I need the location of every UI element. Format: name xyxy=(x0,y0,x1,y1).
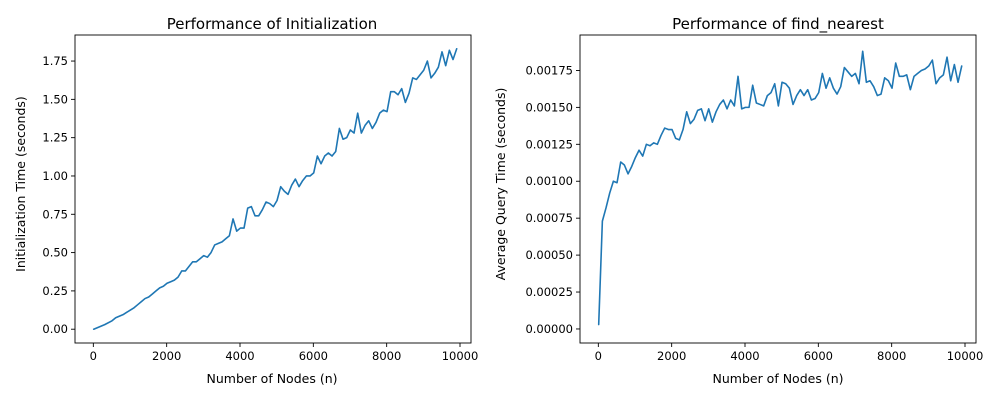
plot-area xyxy=(579,34,977,344)
x-axis-label: Number of Nodes (n) xyxy=(207,371,338,386)
y-axis-label: Initialization Time (seconds) xyxy=(13,96,28,272)
y-tick-label: 0.00025 xyxy=(525,285,573,299)
x-axis-label: Number of Nodes (n) xyxy=(713,371,844,386)
x-tick-label: 10000 xyxy=(947,349,984,363)
x-tick-label: 4000 xyxy=(730,349,759,363)
y-tick-label: 0.50 xyxy=(42,246,68,260)
y-tick-label: 0.00 xyxy=(42,322,68,336)
y-tick-label: 0.00075 xyxy=(525,211,573,225)
x-tick-label: 4000 xyxy=(225,349,254,363)
find-nearest-chart: Performance of find_nearest Number of No… xyxy=(493,15,983,386)
y-tick-label: 0.25 xyxy=(42,284,68,298)
chart-title: Performance of Initialization xyxy=(167,15,378,33)
x-tick-label: 6000 xyxy=(804,349,833,363)
y-tick-label: 0.00100 xyxy=(525,174,573,188)
y-tick-label: 0.75 xyxy=(42,207,68,221)
x-tick-label: 6000 xyxy=(299,349,328,363)
y-axis-label: Average Query Time (seconds) xyxy=(493,88,508,281)
x-tick-label: 0 xyxy=(595,349,602,363)
chart-title: Performance of find_nearest xyxy=(672,15,884,34)
series-line-find-nearest xyxy=(597,50,963,326)
initialization-chart: Performance of Initialization Number of … xyxy=(13,15,478,386)
x-tick-label: 2000 xyxy=(657,349,686,363)
series-line-initialization xyxy=(92,47,458,331)
y-tick-label: 1.25 xyxy=(42,131,68,145)
y-tick-label: 0.00125 xyxy=(525,137,573,151)
y-tick-label: 0.00150 xyxy=(525,100,573,114)
axis-ticks: 0 2000 4000 6000 8000 10000 0.00 0.25 0.50 0.75 1.… xyxy=(42,54,478,363)
y-tick-label: 1.75 xyxy=(42,54,68,68)
x-tick-label: 0 xyxy=(90,349,97,363)
x-tick-label: 8000 xyxy=(372,349,401,363)
y-tick-label: 1.00 xyxy=(42,169,68,183)
y-tick-label: 0.00050 xyxy=(525,248,573,262)
x-tick-label: 8000 xyxy=(877,349,906,363)
x-tick-label: 10000 xyxy=(442,349,479,363)
y-tick-label: 1.50 xyxy=(42,92,68,106)
y-tick-label: 0.00000 xyxy=(525,322,573,336)
axis-ticks: 0 2000 4000 6000 8000 10000 0.00000 0.00025 0.00… xyxy=(525,63,983,363)
y-tick-label: 0.00175 xyxy=(525,63,573,77)
plot-area xyxy=(74,34,472,344)
x-tick-label: 2000 xyxy=(152,349,181,363)
